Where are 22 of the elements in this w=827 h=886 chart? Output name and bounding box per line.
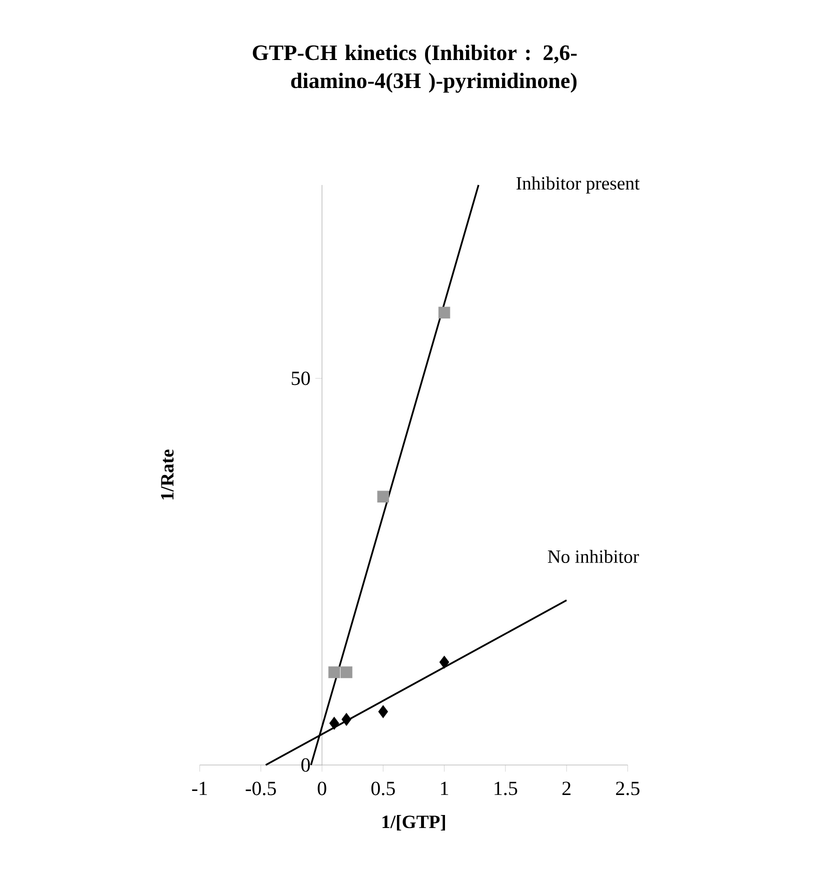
x-tick-label: 0.5 xyxy=(371,782,395,796)
text: No inhibitor xyxy=(548,550,639,563)
x-axis-title: 1/[GTP] xyxy=(382,815,445,830)
x-tick-label: 2.5 xyxy=(616,782,640,796)
x-tick-label: 1.5 xyxy=(494,782,518,796)
text: Inhibitor present xyxy=(516,176,640,194)
x-tick-label: 0 xyxy=(318,782,326,796)
point xyxy=(438,306,450,318)
point xyxy=(329,716,340,730)
x-tick-label: -0.5 xyxy=(246,782,276,796)
point xyxy=(377,490,390,503)
x-tick-label: -1 xyxy=(192,782,207,795)
y-tick-label: 50 xyxy=(292,372,310,386)
point xyxy=(378,705,388,718)
x-tick-label: 2 xyxy=(562,782,570,795)
point xyxy=(439,656,450,669)
chart-title: GTP-CH kinetics (Inhibitor : 2,6-diamino-4(3H )-pyrimidinone) xyxy=(252,44,577,93)
point xyxy=(342,712,352,726)
x-tick-label: 1 xyxy=(441,782,448,795)
y-axis-title: 1/Rate xyxy=(161,450,174,500)
point xyxy=(328,666,340,678)
point xyxy=(340,666,352,678)
